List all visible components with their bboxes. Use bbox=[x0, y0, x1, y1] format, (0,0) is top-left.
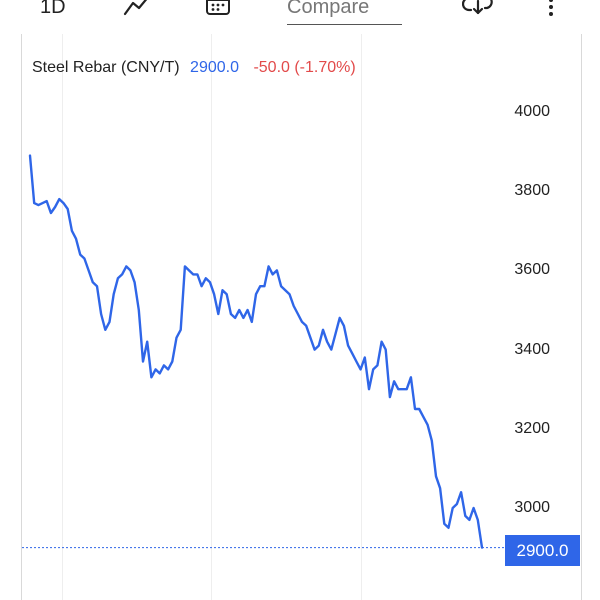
vertical-gridline bbox=[62, 34, 63, 600]
last-price-tag: 2900.0 bbox=[505, 535, 580, 566]
compare-input[interactable]: Compare bbox=[287, 0, 402, 25]
vertical-gridline bbox=[361, 34, 362, 600]
more-vertical-icon[interactable] bbox=[542, 0, 560, 20]
y-tick-label: 3000 bbox=[514, 499, 550, 516]
chart-toolbar: 1D Compare bbox=[0, 0, 600, 34]
chart-legend: Steel Rebar (CNY/T) 2900.0 -50.0 (-1.70%… bbox=[32, 59, 356, 77]
y-tick-label: 3800 bbox=[514, 182, 550, 200]
right-border bbox=[581, 34, 582, 600]
series-line-steel-rebar bbox=[28, 154, 484, 549]
y-tick-label: 4000 bbox=[514, 103, 550, 120]
cloud-download-icon[interactable] bbox=[462, 0, 494, 18]
legend-change: -50.0 (-1.70%) bbox=[253, 59, 356, 76]
vertical-gridline bbox=[211, 34, 212, 600]
left-border bbox=[21, 34, 22, 600]
y-tick-label: 3400 bbox=[514, 340, 550, 358]
interval-selector[interactable]: 1D bbox=[40, 0, 66, 18]
chart-area[interactable] bbox=[0, 34, 600, 600]
y-tick-label: 3200 bbox=[514, 419, 550, 437]
line-chart-icon[interactable] bbox=[122, 0, 152, 20]
legend-last-price: 2900.0 bbox=[190, 59, 239, 76]
y-tick-label: 3600 bbox=[514, 261, 550, 279]
legend-symbol-name: Steel Rebar (CNY/T) bbox=[32, 59, 180, 76]
calendar-icon[interactable] bbox=[204, 0, 232, 18]
